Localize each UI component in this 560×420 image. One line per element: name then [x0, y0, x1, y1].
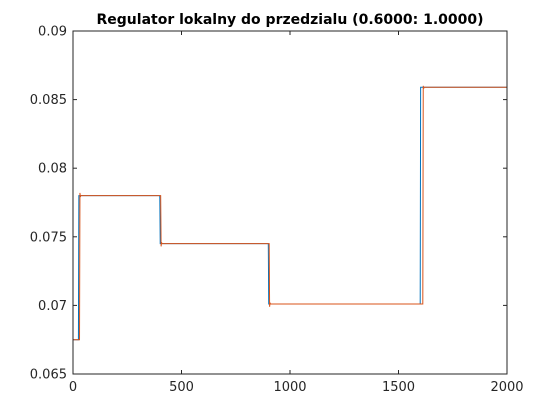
x-tick-label: 500 [169, 380, 194, 395]
x-tick-label: 0 [69, 380, 77, 395]
y-tick-label: 0.08 [38, 162, 67, 177]
series-layer [73, 85, 507, 341]
y-tick-label: 0.065 [30, 368, 67, 383]
chart-title: Regulator lokalny do przedzialu (0.6000:… [97, 12, 484, 28]
x-tick-label: 1500 [382, 380, 415, 395]
x-tick-label: 1000 [273, 380, 306, 395]
y-tick-label: 0.075 [30, 230, 67, 245]
series-line-2 [73, 85, 507, 341]
y-tick-label: 0.085 [30, 93, 67, 108]
y-tick-label: 0.09 [38, 25, 67, 40]
x-tick-label: 2000 [490, 380, 523, 395]
y-tick-label: 0.07 [38, 299, 67, 314]
ticks-layer: 0 500 1000 1500 2000 0.065 0.07 0.075 0.08 0.085 0… [30, 25, 524, 396]
plot-area [73, 31, 507, 374]
